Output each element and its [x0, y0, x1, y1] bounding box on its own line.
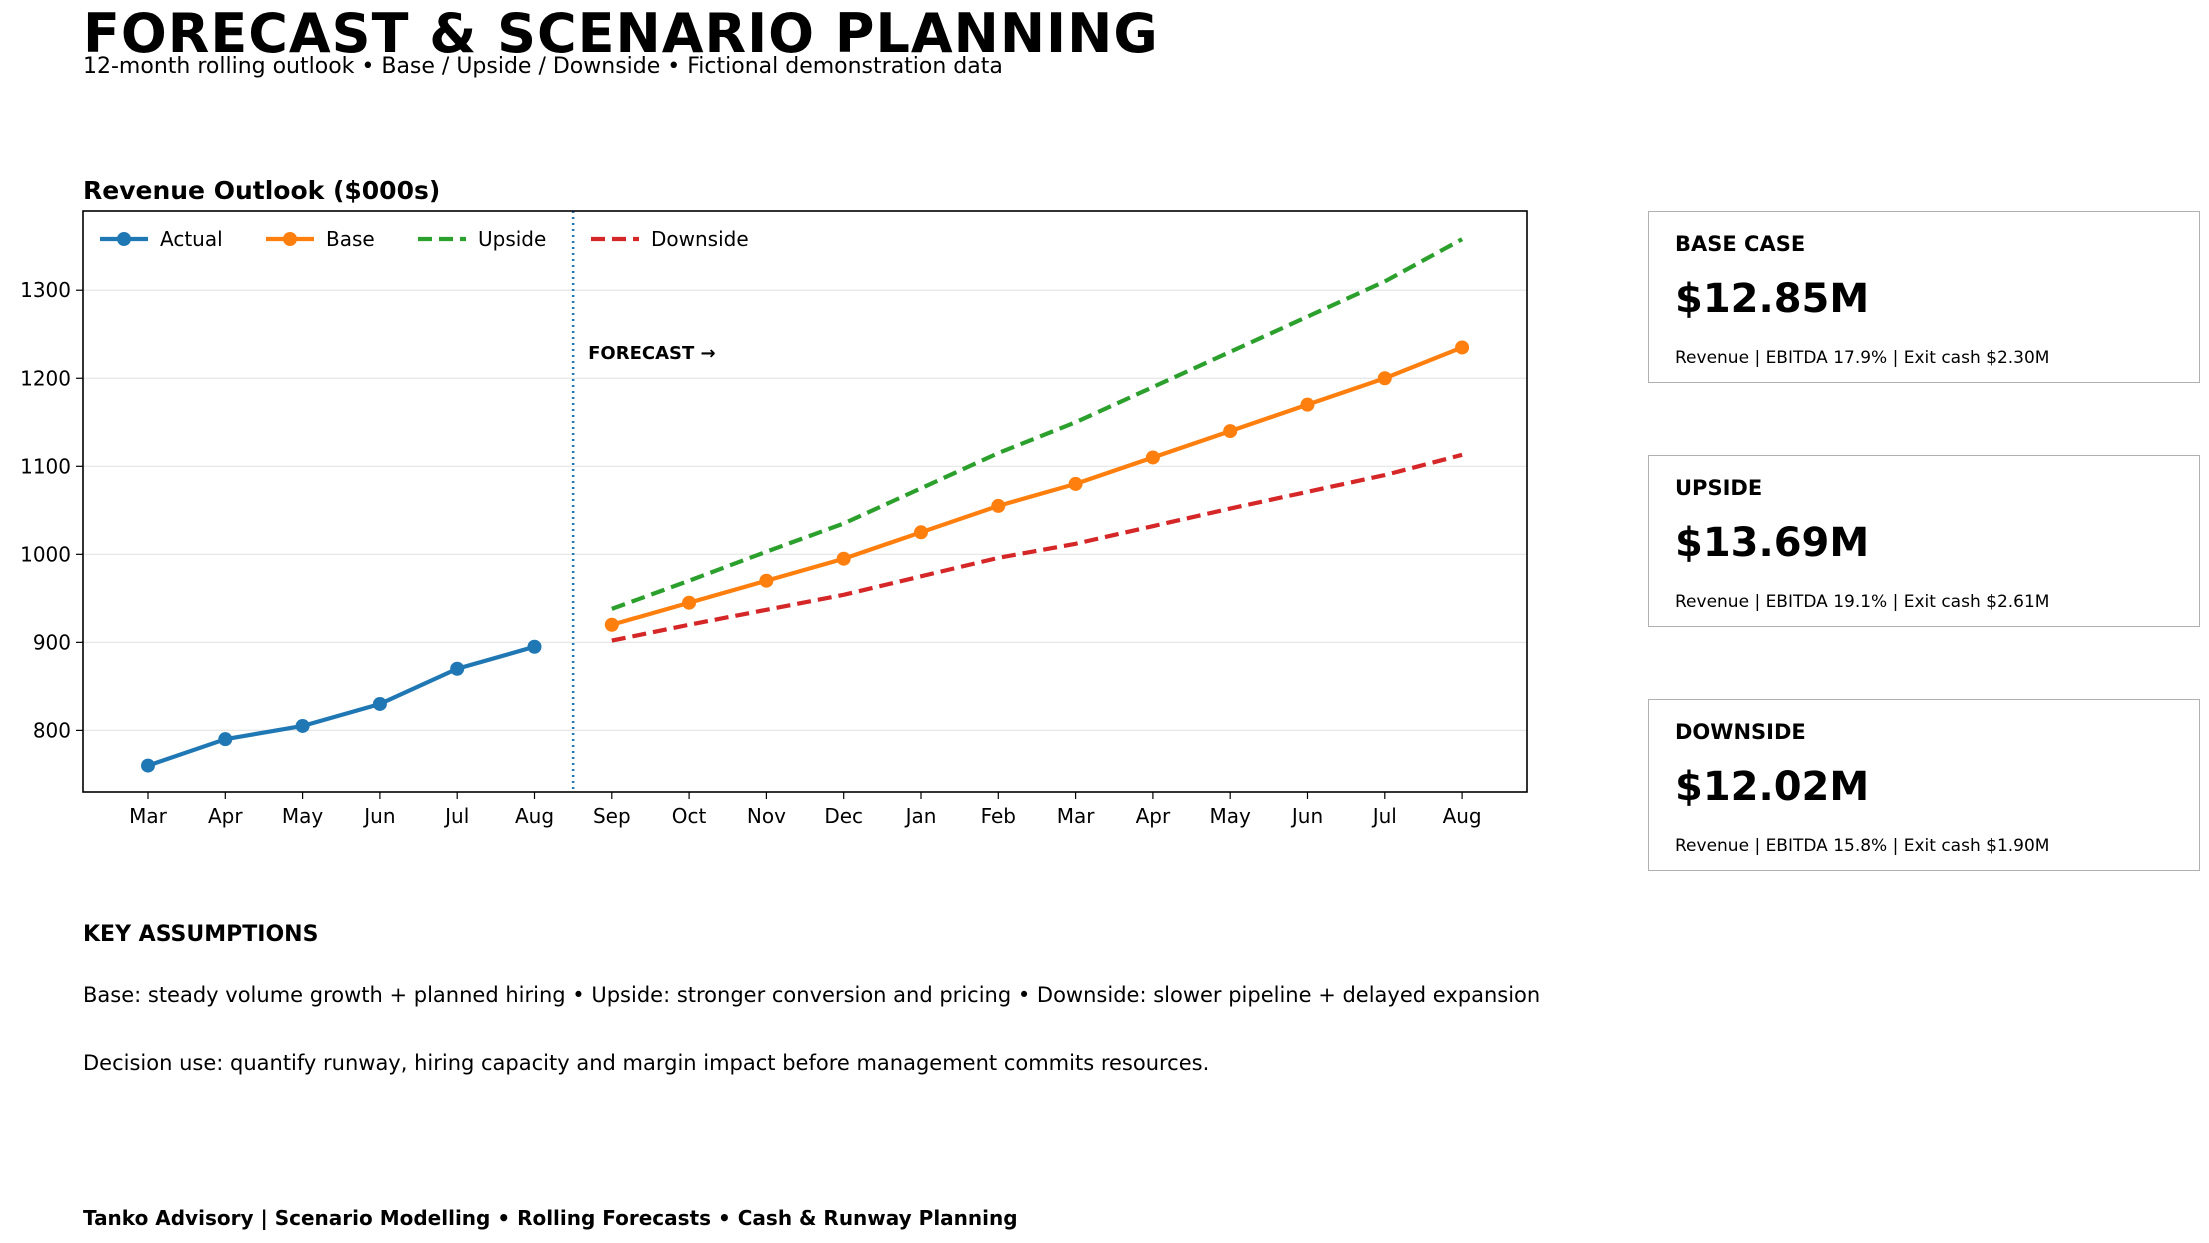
scenario-card-downside: DOWNSIDE $12.02M Revenue | EBITDA 15.8% …: [1648, 699, 2200, 871]
assumption-line: Base: steady volume growth + planned hir…: [83, 983, 1541, 1007]
y-tick-label: 1000: [20, 542, 71, 566]
data-point-actual: [295, 718, 310, 733]
data-point-actual: [450, 661, 465, 676]
page-subtitle: 12-month rolling outlook • Base / Upside…: [83, 54, 1003, 79]
x-tick-label: Aug: [1443, 804, 1482, 828]
scenario-value: $12.02M: [1675, 764, 1870, 810]
y-tick-label: 1200: [20, 366, 71, 390]
x-tick-label: Apr: [1136, 804, 1171, 828]
data-point-base: [1300, 397, 1315, 412]
plot-frame: [82, 210, 1528, 793]
legend-label-actual: Actual: [160, 227, 223, 251]
series-line-downside: [611, 452, 1463, 643]
data-point-base: [759, 573, 774, 588]
assumption-line: Decision use: quantify runway, hiring ca…: [83, 1051, 1210, 1075]
legend-label-upside: Upside: [478, 227, 546, 251]
page-title: FORECAST & SCENARIO PLANNING: [83, 2, 1159, 65]
y-tick-label: 900: [33, 630, 71, 654]
scenario-name: DOWNSIDE: [1675, 720, 1806, 744]
x-tick-label: Apr: [208, 804, 243, 828]
series-line-upside: [611, 237, 1464, 611]
x-tick-label: Nov: [747, 804, 786, 828]
x-tick-label: Jun: [1290, 804, 1323, 828]
x-tick-label: Aug: [515, 804, 554, 828]
scenario-card-upside: UPSIDE $13.69M Revenue | EBITDA 19.1% | …: [1648, 455, 2200, 627]
data-point-actual: [218, 732, 233, 747]
x-tick-label: Mar: [1057, 804, 1096, 828]
x-tick-label: May: [282, 804, 324, 828]
x-tick-label: Oct: [672, 804, 707, 828]
chart-title: Revenue Outlook ($000s): [83, 176, 441, 205]
data-point-base: [1455, 340, 1470, 355]
series-line-actual: [147, 644, 536, 768]
x-tick-label: Jun: [362, 804, 395, 828]
scenario-value: $12.85M: [1675, 276, 1870, 322]
x-tick-label: Jul: [443, 804, 469, 828]
scenario-name: UPSIDE: [1675, 476, 1763, 500]
scenario-card-base: BASE CASE $12.85M Revenue | EBITDA 17.9%…: [1648, 211, 2200, 383]
scenario-detail: Revenue | EBITDA 17.9% | Exit cash $2.30…: [1675, 348, 2050, 368]
forecast-label: FORECAST →: [588, 343, 716, 364]
x-tick-label: May: [1210, 804, 1252, 828]
y-tick-label: 800: [33, 718, 71, 742]
y-tick-label: 1300: [20, 278, 71, 302]
x-tick-label: Jul: [1371, 804, 1397, 828]
data-point-base: [991, 498, 1006, 513]
legend-label-downside: Downside: [651, 227, 749, 251]
legend-marker-base: [283, 232, 297, 246]
scenario-value: $13.69M: [1675, 520, 1870, 566]
x-tick-label: Sep: [593, 804, 631, 828]
legend-label-base: Base: [326, 227, 375, 251]
x-tick-label: Mar: [129, 804, 168, 828]
data-point-base: [1068, 476, 1083, 491]
assumptions-heading: KEY ASSUMPTIONS: [83, 922, 319, 947]
scenario-detail: Revenue | EBITDA 15.8% | Exit cash $1.90…: [1675, 836, 2050, 856]
data-point-actual: [372, 696, 387, 711]
data-point-actual: [141, 758, 155, 773]
scenario-detail: Revenue | EBITDA 19.1% | Exit cash $2.61…: [1675, 592, 2050, 612]
data-point-actual: [527, 639, 542, 654]
footer: Tanko Advisory | Scenario Modelling • Ro…: [83, 1206, 1018, 1230]
x-tick-label: Jan: [904, 804, 937, 828]
x-tick-label: Dec: [824, 804, 863, 828]
scenario-name: BASE CASE: [1675, 232, 1806, 256]
data-point-base: [836, 551, 851, 566]
data-point-base: [1377, 371, 1392, 386]
legend-marker-actual: [117, 232, 131, 246]
series-line-base: [611, 345, 1463, 627]
data-point-base: [1223, 424, 1238, 439]
data-point-base: [604, 617, 619, 632]
x-tick-label: Feb: [981, 804, 1016, 828]
data-point-base: [914, 525, 928, 540]
data-point-base: [682, 595, 697, 610]
y-tick-label: 1100: [20, 454, 71, 478]
data-point-base: [1145, 450, 1160, 465]
